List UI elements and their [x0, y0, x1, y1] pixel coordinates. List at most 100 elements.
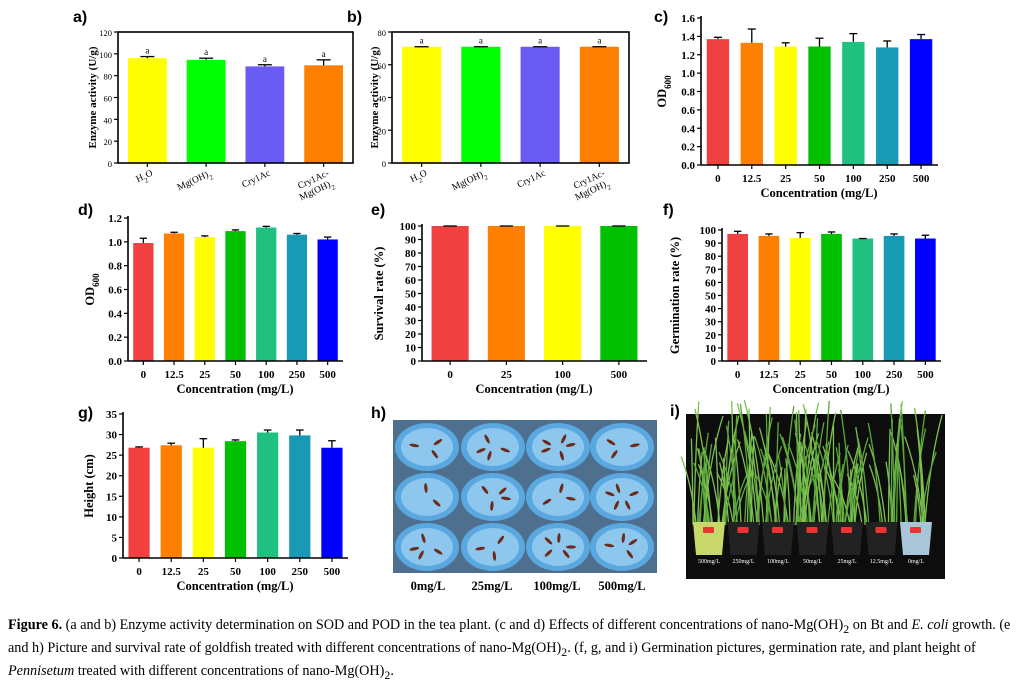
- x-tick-label-sub: 2: [483, 173, 490, 182]
- x-tick-label: 25: [501, 369, 513, 381]
- y-tick-label: 60: [405, 275, 417, 287]
- figure-caption: Figure 6. (a and b) Enzyme activity dete…: [8, 616, 1022, 684]
- pot-label: 50mg/L: [803, 559, 822, 565]
- y-tick-label: 35: [106, 409, 118, 421]
- y-tick-label: 0: [411, 356, 417, 368]
- y-tick-label: 90: [705, 238, 717, 250]
- bar: [318, 239, 338, 361]
- y-tick-label: 0.6: [108, 285, 122, 297]
- pot-label: 12.5mg/L: [870, 559, 894, 565]
- y-tick-label: 0.8: [108, 261, 122, 273]
- bar: [915, 239, 936, 361]
- caption-text: (a and b) Enzyme activity determination …: [62, 617, 843, 633]
- x-tick-label: 500: [324, 566, 341, 578]
- x-tick-label: Cry1Ac-Mg(OH)2: [569, 168, 613, 205]
- y-tick-label: 120: [99, 28, 112, 38]
- x-tick-label: 50: [230, 369, 242, 381]
- significance-label: a: [322, 49, 326, 59]
- caption-label: Figure 6.: [8, 617, 62, 633]
- y-tick-label: 20: [106, 471, 118, 483]
- significance-label: a: [145, 46, 149, 56]
- y-tick-label: 0.8: [681, 87, 695, 99]
- bar: [256, 228, 276, 361]
- bar: [910, 39, 932, 165]
- x-tick-label-part: Cry1Ac: [516, 169, 547, 191]
- y-tick-label: 0.4: [108, 308, 122, 320]
- bar: [225, 441, 246, 558]
- y-axis-label: Survival rate (%): [372, 247, 386, 341]
- x-tick-label: 0: [447, 369, 453, 381]
- pot-tag: [738, 527, 749, 533]
- y-tick-label: 40: [104, 115, 113, 125]
- x-tick-label: 12.5: [742, 173, 762, 185]
- bar: [289, 435, 310, 558]
- pot: [728, 522, 760, 555]
- x-tick-label: Cry1Ac: [516, 169, 547, 191]
- caption-text: . (f, g, and i) Germination pictures, ge…: [567, 640, 976, 656]
- y-axis-label-sub: 600: [91, 273, 101, 287]
- x-tick-label: 100: [845, 173, 862, 185]
- bowl-water: [401, 528, 453, 566]
- bar: [774, 46, 796, 165]
- bar: [225, 231, 245, 361]
- x-tick-label: 12.5: [162, 566, 182, 578]
- bar: [876, 47, 898, 165]
- x-axis-label: Concentration (mg/L): [773, 382, 890, 396]
- bar: [461, 47, 500, 163]
- bar: [257, 433, 278, 558]
- bar: [727, 234, 748, 361]
- y-tick-label: 60: [104, 94, 113, 104]
- x-tick-label-sub: 2: [208, 173, 215, 182]
- x-tick-label: 250: [292, 566, 309, 578]
- x-tick-label: 250: [879, 173, 896, 185]
- photo-label: 500mg/L: [598, 579, 645, 593]
- x-tick-label: 500: [913, 173, 930, 185]
- significance-label: a: [538, 36, 542, 46]
- x-tick-label: H2O: [135, 169, 156, 188]
- y-axis-label: Enzyme activity (U/g): [87, 46, 99, 148]
- photo-label: 0mg/L: [411, 579, 446, 593]
- x-tick-label: Mg(OH)2: [175, 168, 215, 196]
- x-tick-label: 100: [258, 369, 275, 381]
- y-tick-label: 0: [711, 356, 717, 368]
- y-tick-label: 90: [405, 235, 417, 247]
- y-tick-label: 70: [705, 264, 717, 276]
- y-tick-label: 10: [106, 512, 118, 524]
- x-tick-label: 25: [198, 566, 210, 578]
- bar: [187, 60, 226, 163]
- significance-label: a: [263, 54, 267, 64]
- bowl-water: [401, 478, 453, 516]
- x-tick-label: 0: [715, 173, 721, 185]
- pot-tag: [841, 527, 852, 533]
- bowl-water: [532, 528, 584, 566]
- y-tick-label: 1.6: [681, 13, 695, 25]
- pot: [866, 522, 898, 555]
- x-tick-label: 100: [855, 369, 872, 381]
- y-tick-label: 10: [405, 343, 417, 355]
- y-tick-label: 80: [378, 28, 387, 38]
- x-tick-label: 500: [917, 369, 934, 381]
- x-tick-label: 25: [780, 173, 792, 185]
- y-tick-label: 0: [382, 159, 386, 169]
- y-tick-label: 80: [405, 248, 417, 260]
- y-tick-label: 1.4: [681, 31, 695, 43]
- caption-text: E. coli: [911, 617, 948, 633]
- x-tick-label: 12.5: [759, 369, 779, 381]
- y-tick-label: 0.2: [108, 332, 122, 344]
- y-tick-label: 10: [705, 343, 717, 355]
- x-tick-label: 25: [199, 369, 211, 381]
- y-axis-label: Enzyme activity (U/g): [369, 46, 381, 148]
- pot: [831, 522, 863, 555]
- bar: [133, 243, 153, 361]
- bar: [164, 233, 184, 361]
- y-tick-label: 0.0: [108, 356, 122, 368]
- y-tick-label: 0.4: [681, 123, 695, 135]
- y-tick-label: 0.0: [681, 160, 695, 172]
- y-axis-label-sub: 600: [663, 75, 673, 89]
- x-tick-label: 0: [136, 566, 142, 578]
- y-axis-label: Germination rate (%): [668, 237, 682, 354]
